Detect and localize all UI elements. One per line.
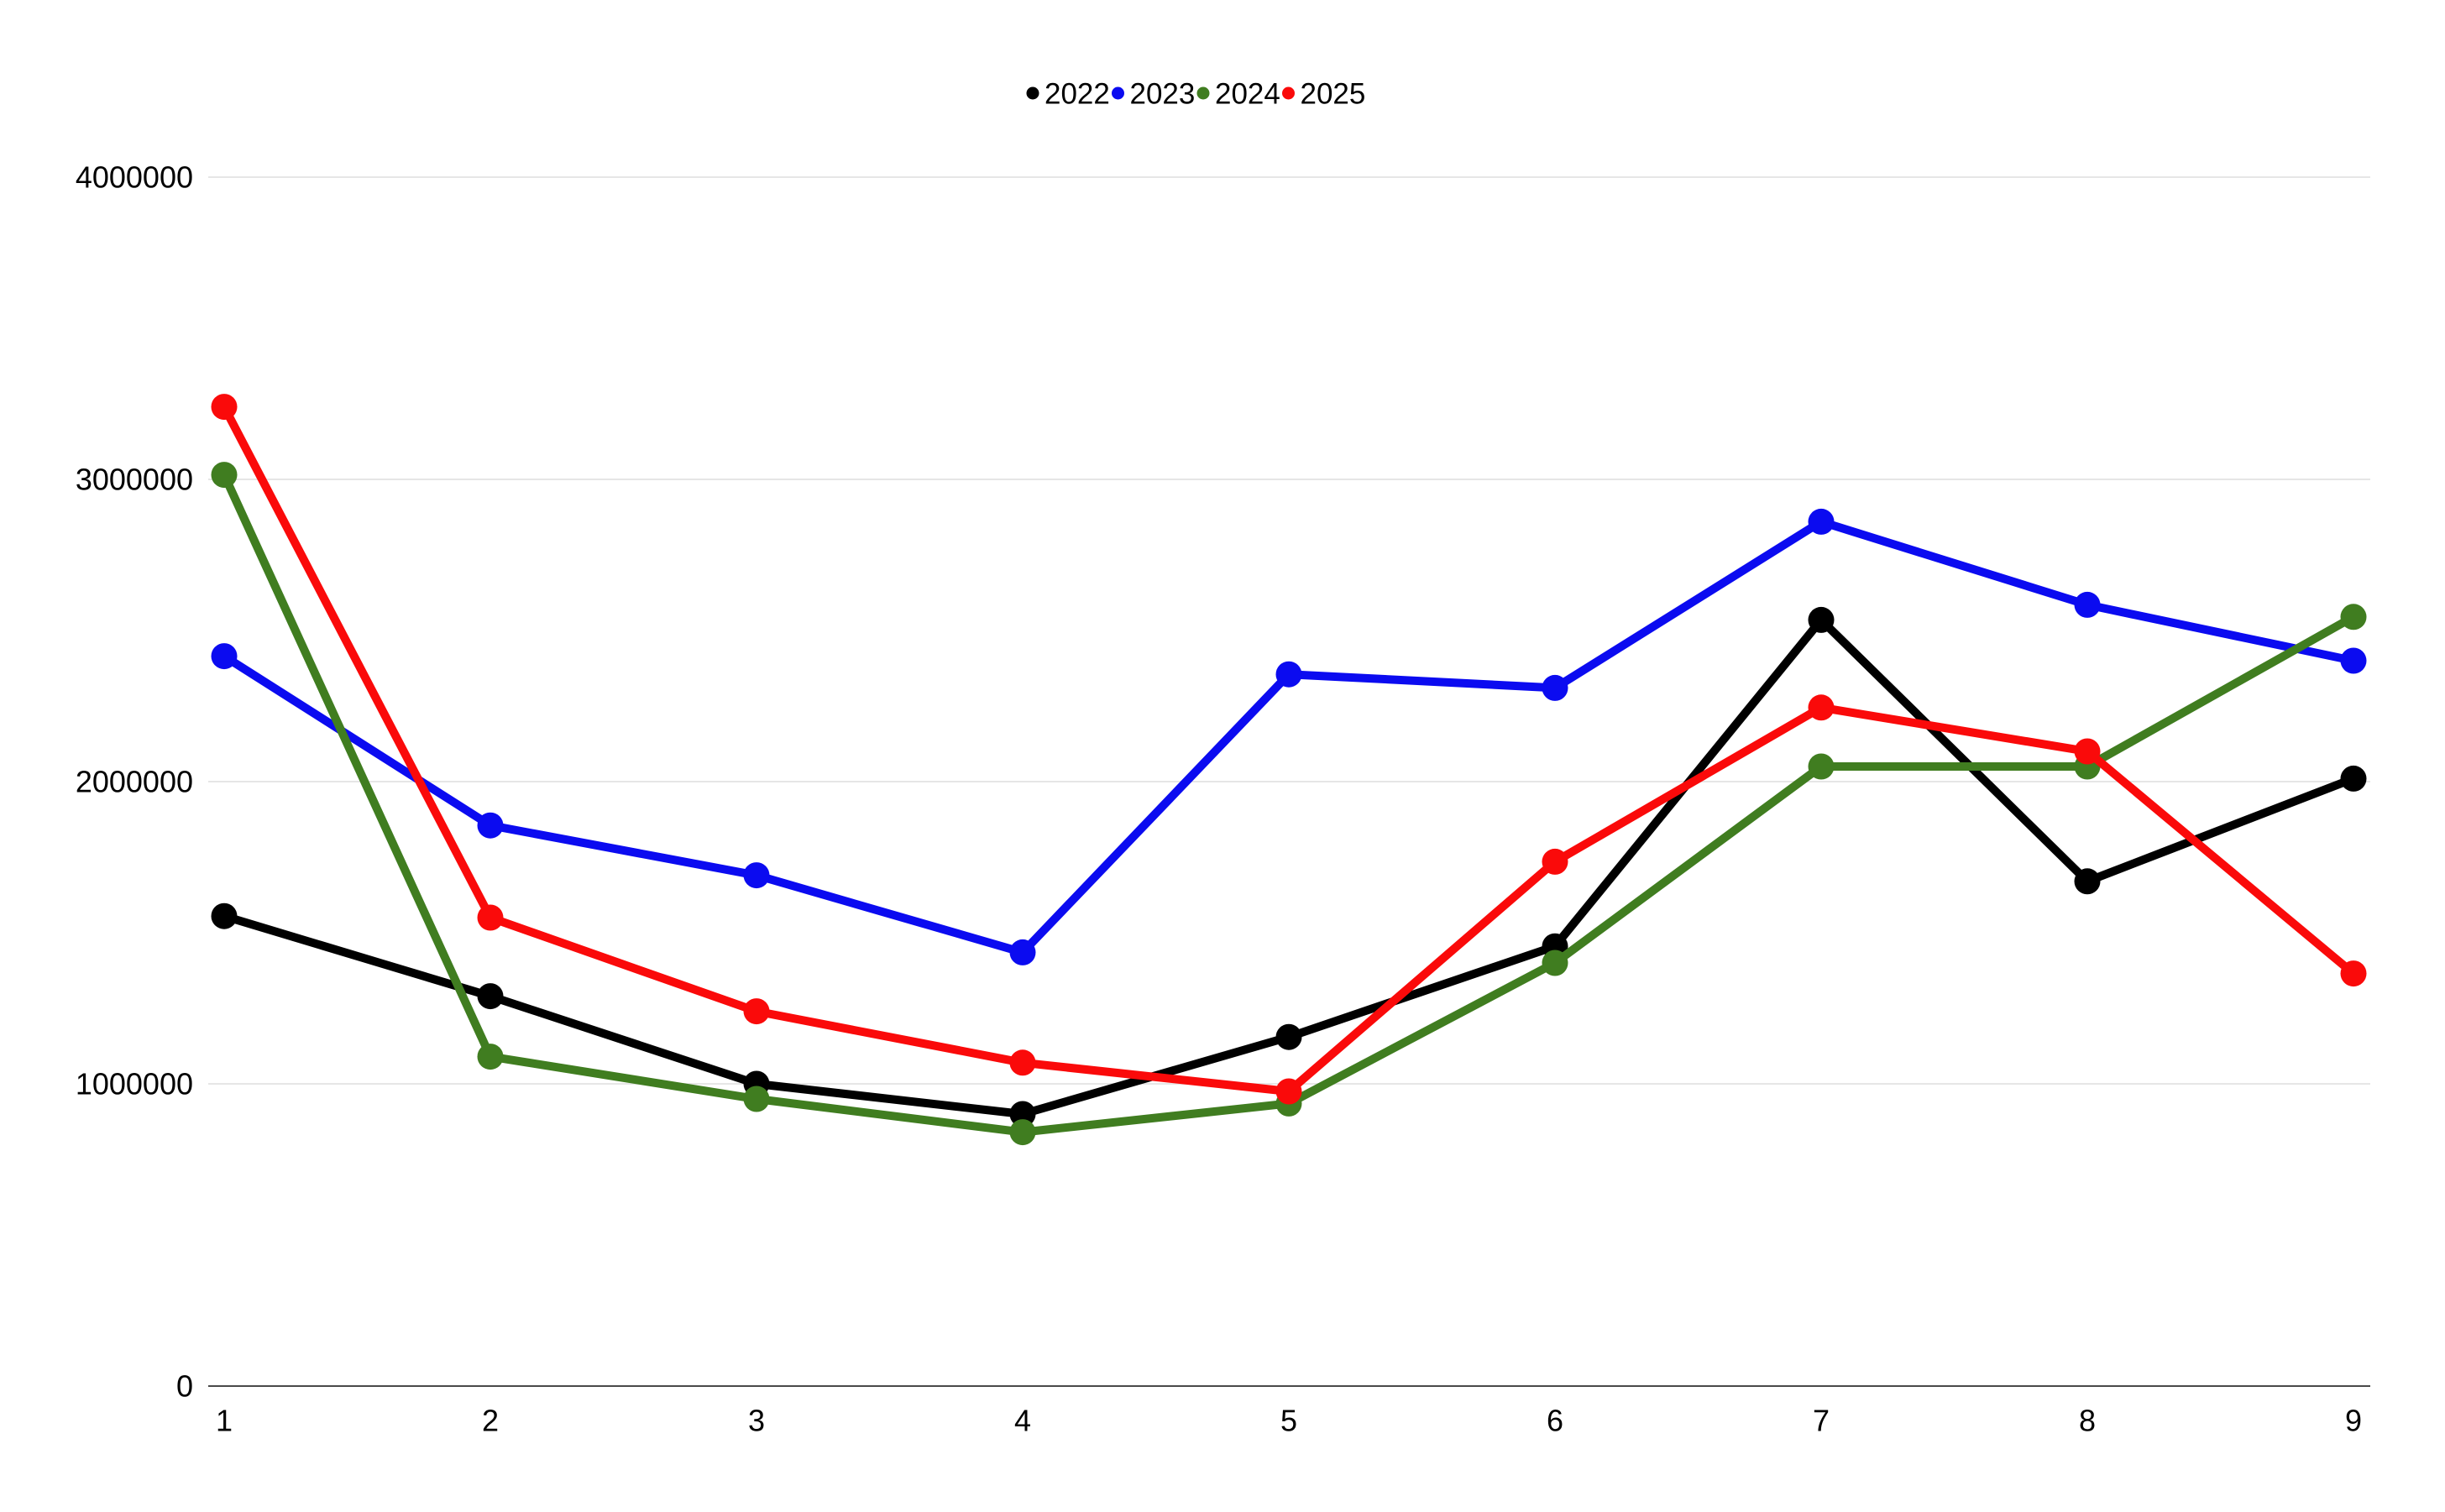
data-point-2023-x6 <box>1542 674 1568 701</box>
data-point-2022-x8 <box>2074 868 2101 895</box>
x-tick-label-1: 1 <box>216 1404 233 1438</box>
y-tick-label-0: 0 <box>176 1369 193 1404</box>
data-point-2025-x3 <box>743 998 770 1025</box>
y-tick-label-3000000: 3000000 <box>76 463 193 497</box>
data-point-2025-x5 <box>1275 1078 1302 1105</box>
data-point-2025-x7 <box>1808 694 1835 721</box>
data-point-2023-x5 <box>1275 661 1302 688</box>
legend-dot-2022 <box>1026 86 1039 100</box>
legend-dot-2024 <box>1196 86 1210 100</box>
data-point-2022-x5 <box>1275 1023 1302 1050</box>
data-point-2025-x1 <box>211 394 238 421</box>
data-point-2023-x3 <box>743 862 770 889</box>
data-point-2023-x9 <box>2340 647 2367 674</box>
data-point-2025-x8 <box>2074 738 2101 765</box>
y-tick-label-1000000: 1000000 <box>76 1067 193 1101</box>
data-point-2024-x1 <box>211 462 238 489</box>
data-point-2025-x4 <box>1009 1049 1036 1076</box>
data-point-2024-x3 <box>743 1086 770 1112</box>
data-point-2024-x2 <box>477 1044 504 1070</box>
data-point-2024-x6 <box>1542 950 1568 976</box>
y-tick-label-2000000: 2000000 <box>76 765 193 799</box>
x-tick-label-9: 9 <box>2345 1404 2362 1438</box>
x-tick-label-5: 5 <box>1280 1404 1297 1438</box>
data-point-2022-x9 <box>2340 765 2367 792</box>
data-point-2023-x7 <box>1808 508 1835 535</box>
legend-label-2022: 2022 <box>1044 78 1110 111</box>
data-point-2024-x4 <box>1009 1119 1036 1146</box>
y-tick-label-4000000: 4000000 <box>76 160 193 195</box>
x-tick-label-3: 3 <box>748 1404 765 1438</box>
legend-label-2023: 2023 <box>1130 78 1196 111</box>
x-tick-label-4: 4 <box>1014 1404 1031 1438</box>
series-line-2023 <box>220 517 2358 957</box>
data-point-2024-x7 <box>1808 753 1835 780</box>
data-point-2024-x9 <box>2340 604 2367 630</box>
legend-label-2025: 2025 <box>1301 78 1366 111</box>
data-point-2022-x7 <box>1808 606 1835 633</box>
data-point-2025-x2 <box>477 904 504 931</box>
data-point-2025-x9 <box>2340 960 2367 987</box>
x-tick-label-6: 6 <box>1547 1404 1563 1438</box>
legend-dot-2023 <box>1112 86 1124 100</box>
data-point-2025-x6 <box>1542 848 1568 875</box>
data-point-2023-x2 <box>477 812 504 839</box>
data-point-2022-x4 <box>1009 1101 1036 1127</box>
data-point-2022-x1 <box>211 902 238 929</box>
data-point-2022-x2 <box>477 983 504 1010</box>
x-tick-label-2: 2 <box>482 1404 499 1438</box>
data-point-2023-x1 <box>211 643 238 670</box>
series-line-2025 <box>220 402 2358 1096</box>
legend-dot-2025 <box>1282 86 1295 100</box>
data-point-2023-x8 <box>2074 591 2101 618</box>
x-tick-label-7: 7 <box>1813 1404 1830 1438</box>
legend-label-2024: 2024 <box>1215 78 1280 111</box>
data-point-2023-x4 <box>1009 939 1036 965</box>
x-tick-label-8: 8 <box>2079 1404 2096 1438</box>
